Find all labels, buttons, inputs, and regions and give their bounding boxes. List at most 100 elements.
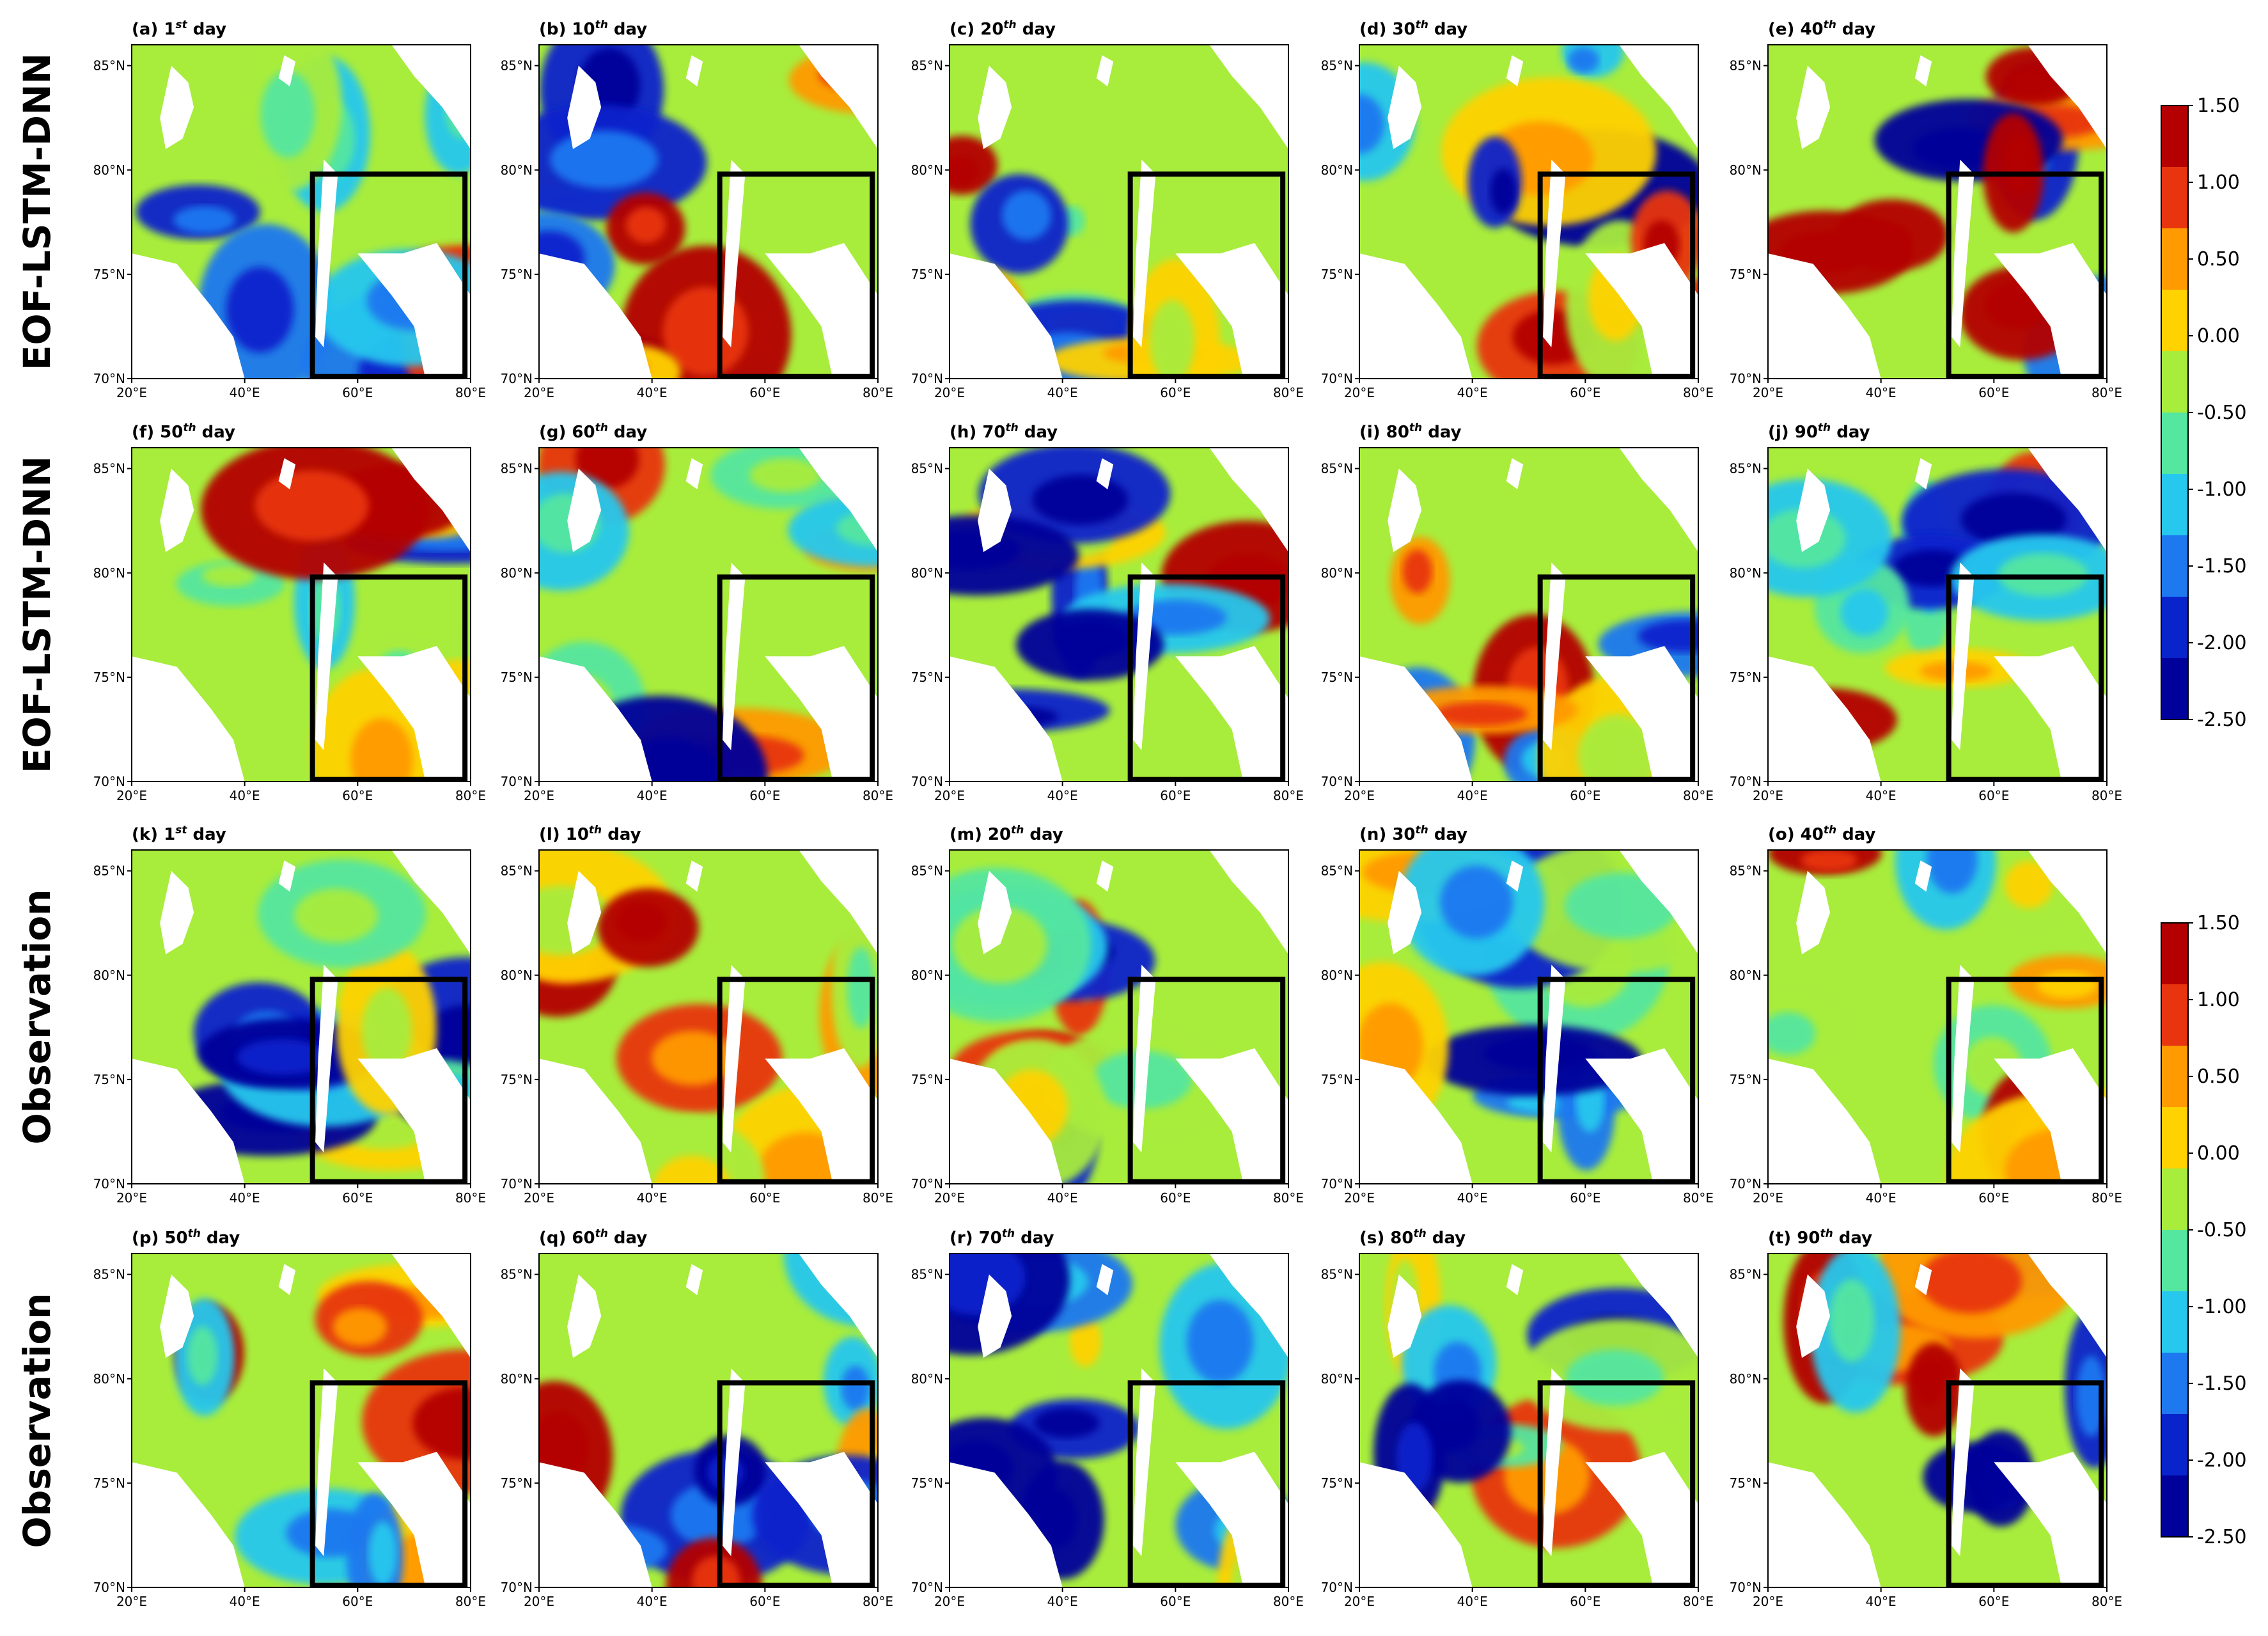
land-mask	[539, 656, 652, 782]
anomaly-core	[1055, 621, 1129, 657]
anomaly-core	[1490, 168, 1517, 215]
axes-frame	[538, 849, 879, 1184]
land-mask	[160, 1274, 194, 1358]
land-mask	[132, 1058, 245, 1184]
land-mask	[1096, 1264, 1114, 1296]
colorbar-segment	[2161, 597, 2188, 659]
y-tick-label: 80°N	[93, 162, 125, 178]
x-tick-label: 80°E	[1273, 385, 1304, 400]
sea-field	[1359, 45, 1698, 379]
x-tick-label: 80°E	[1273, 788, 1304, 803]
axes-frame	[1767, 849, 2108, 1184]
sea-field	[1768, 1254, 2107, 1587]
y-tick-label: 75°N	[1321, 670, 1353, 685]
land-mask	[1543, 159, 1566, 348]
x-tick-label: 20°E	[934, 788, 965, 803]
colorbars: 1.50 1.00 0.50 0.00 -0.50 -1.00 -1.50 -2.00 -2.5…	[2161, 95, 2247, 1548]
x-tick-label: 20°E	[1753, 1190, 1783, 1206]
anomaly-core	[626, 207, 666, 244]
x-tick-label: 80°E	[1683, 1190, 1714, 1206]
anomaly-core	[293, 888, 379, 943]
land-mask	[765, 1451, 878, 1587]
land-mask	[1585, 242, 1698, 379]
anomaly-core	[1187, 1300, 1254, 1383]
focus-region-box	[1127, 574, 1286, 782]
panels: (a) 1st day 20°E 40°E 60°E 80°E 85°N 80°N 75°N 7…	[93, 19, 2122, 1609]
focus-region-box	[309, 977, 468, 1184]
focus-region-box	[1946, 1380, 2104, 1588]
anomaly-core	[2006, 67, 2055, 97]
x-tick-label: 40°E	[230, 1594, 260, 1609]
axes-frame	[131, 44, 471, 379]
focus-region-box	[1127, 1380, 1286, 1588]
colorbar-segment	[2161, 1475, 2188, 1538]
focus-region-box	[717, 171, 875, 379]
land-mask	[1768, 656, 1881, 782]
x-tick-label: 40°E	[1457, 385, 1488, 400]
land-mask	[950, 253, 1063, 379]
y-tick-label: 85°N	[501, 58, 533, 74]
axes-frame	[131, 447, 471, 782]
land-mask	[1506, 860, 1524, 892]
colorbar-tick-label: -2.50	[2197, 709, 2247, 731]
land-mask	[1543, 964, 1566, 1153]
panel-title: (p) 50th day	[132, 1227, 240, 1248]
x-tick-label: 20°E	[1344, 788, 1375, 803]
y-tick-label: 70°N	[93, 371, 125, 386]
sea-field	[1768, 850, 2107, 1184]
x-tick-label: 80°E	[863, 1190, 893, 1206]
land-mask	[1619, 850, 1698, 955]
land-mask	[357, 645, 471, 782]
colorbar-segment	[2161, 1107, 2188, 1169]
axes-frame	[1767, 1253, 2108, 1588]
x-tick-label: 20°E	[116, 788, 147, 803]
focus-region-box	[1946, 977, 2104, 1184]
y-tick-label: 80°N	[1730, 968, 1762, 983]
land-mask	[539, 1462, 652, 1587]
x-tick-label: 20°E	[934, 385, 965, 400]
focus-region-box	[717, 1380, 875, 1588]
y-tick-label: 85°N	[501, 863, 533, 879]
y-tick-label: 80°N	[93, 565, 125, 581]
y-tick-label: 80°N	[911, 968, 943, 983]
y-tick-label: 75°N	[1730, 1475, 1762, 1491]
x-tick-label: 80°E	[455, 1190, 486, 1206]
land-mask	[799, 1254, 878, 1358]
anomaly-core	[1034, 1408, 1100, 1438]
y-tick-label: 80°N	[1730, 1371, 1762, 1387]
y-tick-label: 85°N	[93, 58, 125, 74]
x-tick-label: 40°E	[637, 385, 668, 400]
anomaly-core	[1801, 850, 1857, 872]
colorbar-segment	[2161, 1046, 2188, 1108]
land-mask	[1994, 645, 2107, 782]
land-mask	[315, 1368, 338, 1557]
panel-title: (n) 30th day	[1359, 824, 1467, 844]
y-tick-label: 70°N	[911, 371, 943, 386]
map-panel-g: (g) 60th day 20°E 40°E 60°E 80°E 85°N 80°N 75°N…	[501, 421, 893, 803]
x-tick-label: 20°E	[116, 1594, 147, 1609]
y-tick-label: 75°N	[501, 267, 533, 282]
axes-frame	[949, 1253, 1289, 1588]
colorbar-segment	[2161, 1291, 2188, 1353]
sea-field	[539, 850, 878, 1184]
land-mask	[160, 65, 194, 150]
land-mask	[567, 870, 602, 955]
colorbar-segment	[2161, 290, 2188, 352]
land-mask	[160, 870, 194, 955]
axes-frame	[949, 44, 1289, 379]
land-mask	[1768, 1058, 1881, 1184]
sea-field	[539, 1254, 878, 1587]
y-tick-label: 70°N	[911, 774, 943, 789]
land-mask	[1914, 1264, 1932, 1296]
land-mask	[1133, 562, 1156, 751]
land-mask	[391, 850, 471, 955]
map-panel-r: (r) 70th day 20°E 40°E 60°E 80°E 85°N 80°N 75°N…	[911, 1227, 1304, 1609]
anomaly-core	[332, 1308, 387, 1346]
land-mask	[765, 645, 878, 782]
map-panel-j: (j) 90th day 20°E 40°E 60°E 80°E 85°N 80°N 75°N…	[1730, 421, 2122, 803]
x-tick-label: 60°E	[1570, 1594, 1600, 1609]
land-mask	[1175, 1048, 1288, 1184]
x-tick-label: 40°E	[637, 788, 668, 803]
land-mask	[315, 964, 338, 1153]
land-mask	[1796, 1274, 1831, 1358]
